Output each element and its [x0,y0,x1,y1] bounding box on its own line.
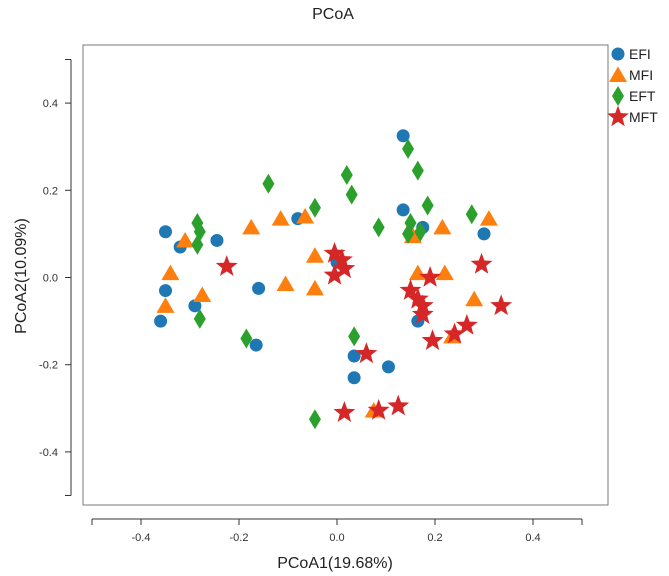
mfi-point [276,275,295,292]
y-axis-title: PCoA2(10.09%) [13,218,30,334]
mft-point [421,329,444,351]
mft-point [387,394,410,416]
mft-point [419,266,442,287]
efi-point [249,338,263,352]
y-tick-label: -0.4 [39,447,58,459]
legend-label-mfi: MFI [629,67,653,83]
series-efi [154,129,491,385]
mfi-point [435,264,454,281]
eft-point [465,204,478,225]
y-axis: -0.4 -0.2 0.0 0.2 0.4 [39,59,72,496]
mft-point [333,401,356,422]
mft-point [470,252,493,274]
efi-point [347,371,361,385]
efi-point [477,227,491,241]
legend: EFI MFI EFT MFT [607,46,658,127]
x-tick-label: -0.2 [230,532,249,544]
mft-point [355,342,378,364]
eft-point [348,326,361,347]
plot-area [82,44,609,506]
y-tick-label: -0.2 [39,360,58,372]
mft-point [367,398,390,420]
mfi-point [305,279,324,296]
mft-point [323,263,346,285]
eft-point [308,409,321,430]
mfi-point [242,218,261,235]
legend-marker-efi [611,47,625,61]
efi-point [159,284,172,298]
efi-point [381,360,395,374]
eft-point [411,160,424,181]
mft-point [323,242,346,263]
mfi-point [176,231,195,248]
eft-point [193,308,206,329]
mft-point [399,279,422,300]
mft-point [443,322,466,344]
efi-point [252,281,266,295]
eft-point [414,221,427,242]
mfi-point [465,290,484,307]
efi-point [347,349,361,363]
legend-label-mft: MFT [629,109,658,125]
legend-label-efi: EFI [629,46,651,62]
legend-marker-mfi [609,66,627,82]
eft-point [340,165,353,186]
mft-point [330,248,353,270]
y-tick-label: 0.2 [43,185,58,197]
series-eft [191,138,478,430]
eft-point [421,195,434,216]
mft-point [490,294,513,316]
mfi-point [193,286,212,302]
eft-point [191,234,204,255]
x-axis: -0.4 -0.2 0.0 0.2 0.4 [91,518,583,544]
x-axis-title: PCoA1(19.68%) [277,555,393,572]
eft-point [372,217,385,238]
mfi-point [305,247,324,263]
x-tick-label: 0.2 [427,532,442,544]
data-points [154,129,513,430]
chart-title: PCoA [312,6,354,23]
eft-point [402,223,415,244]
efi-point [396,203,410,217]
series-mft [215,242,513,422]
eft-point [308,197,321,218]
eft-point [402,138,415,159]
mfi-point [296,207,315,224]
mfi-point [271,210,290,226]
y-tick-label: 0.0 [43,273,58,285]
y-tick-label: 0.4 [43,98,58,110]
legend-marker-mft [607,105,629,127]
x-tick-label: 0.0 [329,532,344,544]
efi-point [210,233,224,247]
eft-point [240,328,253,349]
mft-point [411,303,434,324]
efi-point [396,129,410,143]
efi-point [154,314,168,328]
mfi-point [479,210,498,226]
mft-point [333,257,356,279]
mfi-point [433,218,452,235]
mft-point [455,313,478,335]
efi-point [159,225,172,239]
efi-point [188,299,202,313]
x-tick-label: -0.4 [132,532,151,544]
mfi-point [161,264,180,281]
x-tick-label: 0.4 [525,532,540,544]
eft-point [262,173,275,194]
mft-point [406,287,429,309]
mft-point [215,255,238,276]
legend-marker-eft [612,86,624,106]
legend-label-eft: EFT [629,88,656,104]
mfi-point [156,297,175,313]
eft-point [345,184,358,205]
